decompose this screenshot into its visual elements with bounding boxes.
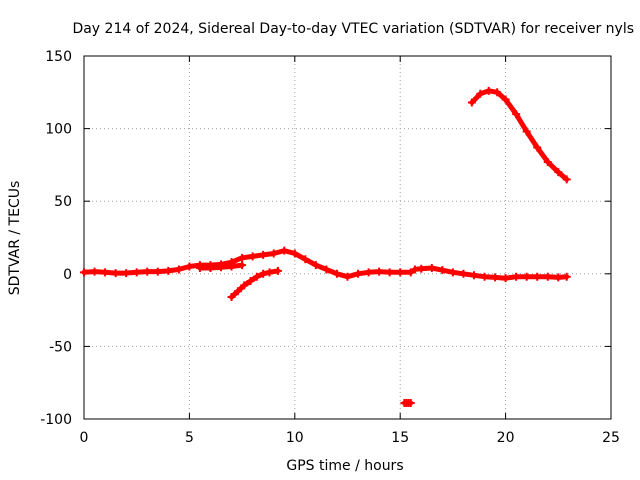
data-point bbox=[406, 268, 415, 277]
data-point bbox=[217, 263, 226, 272]
data-point bbox=[273, 266, 282, 275]
data-point bbox=[195, 263, 204, 272]
data-point bbox=[238, 261, 247, 270]
y-tick-label: 100 bbox=[45, 122, 72, 138]
x-tick-label: 15 bbox=[391, 430, 409, 446]
data-point bbox=[122, 269, 131, 278]
data-point bbox=[396, 268, 405, 277]
series-dip-segment bbox=[195, 261, 247, 272]
series-high-arc bbox=[467, 86, 571, 184]
data-point bbox=[252, 272, 261, 281]
data-point bbox=[480, 272, 489, 281]
chart-title: Day 214 of 2024, Sidereal Day-to-day VTE… bbox=[72, 21, 634, 37]
data-point bbox=[562, 175, 571, 184]
data-point bbox=[385, 268, 394, 277]
plot-frame bbox=[83, 55, 612, 420]
y-tick-label: -50 bbox=[49, 339, 72, 355]
y-tick-label: 50 bbox=[54, 194, 72, 210]
data-point bbox=[265, 268, 274, 277]
data-point bbox=[533, 272, 542, 281]
data-point bbox=[143, 267, 152, 276]
data-point bbox=[206, 263, 215, 272]
data-point bbox=[484, 86, 493, 95]
data-point bbox=[501, 95, 510, 104]
data-point bbox=[417, 264, 426, 273]
data-point bbox=[343, 272, 352, 281]
data-point bbox=[80, 268, 88, 277]
data-point bbox=[101, 268, 110, 277]
data-point bbox=[375, 267, 384, 276]
data-point bbox=[164, 266, 173, 275]
x-tick-label: 5 bbox=[185, 430, 194, 446]
data-point bbox=[512, 110, 521, 119]
x-tick-label: 20 bbox=[497, 430, 515, 446]
data-point bbox=[322, 265, 331, 274]
series-outlier bbox=[400, 399, 415, 408]
data-point bbox=[248, 252, 257, 261]
data-point bbox=[233, 287, 242, 296]
data-point bbox=[459, 269, 468, 278]
data-point bbox=[238, 253, 247, 262]
data-point bbox=[427, 263, 436, 272]
x-tick-label: 10 bbox=[286, 430, 304, 446]
data-point bbox=[240, 281, 249, 290]
data-point bbox=[111, 269, 120, 278]
series-main-track bbox=[80, 246, 571, 283]
x-axis-label: GPS time / hours bbox=[286, 458, 403, 474]
data-point bbox=[469, 271, 478, 280]
data-point bbox=[174, 265, 183, 274]
data-point bbox=[448, 268, 457, 277]
data-point bbox=[476, 89, 485, 98]
data-point bbox=[554, 273, 563, 282]
data-point bbox=[227, 293, 236, 302]
grid bbox=[84, 56, 611, 419]
data-point bbox=[522, 127, 531, 136]
data-point bbox=[246, 277, 255, 286]
data-point bbox=[280, 246, 289, 255]
x-tick-label: 0 bbox=[80, 430, 89, 446]
data-point bbox=[259, 250, 268, 259]
data-point bbox=[364, 268, 373, 277]
data-point bbox=[90, 267, 99, 276]
data-point bbox=[185, 262, 194, 271]
y-tick-label: -100 bbox=[40, 412, 72, 428]
x-tick-label: 25 bbox=[602, 430, 620, 446]
data-point bbox=[533, 143, 542, 152]
data-point bbox=[332, 269, 341, 278]
data-point bbox=[311, 261, 320, 270]
y-axis-label: SDTVAR / TECUs bbox=[7, 181, 23, 296]
data-point bbox=[467, 98, 476, 107]
data-point bbox=[290, 249, 299, 258]
data-point bbox=[132, 268, 141, 277]
y-tick-label: 0 bbox=[63, 267, 72, 283]
data-point bbox=[501, 274, 510, 283]
data-point bbox=[259, 269, 268, 278]
axis-ticks: 0 5 10 15 20 25 -100 -50 0 50 100 150 bbox=[40, 49, 620, 446]
data-point bbox=[543, 272, 552, 281]
data-point bbox=[491, 273, 500, 282]
data-point bbox=[512, 272, 521, 281]
series-line bbox=[469, 88, 570, 182]
data-point bbox=[543, 157, 552, 166]
data-point bbox=[562, 272, 571, 281]
data-point bbox=[269, 249, 278, 258]
data-series bbox=[80, 86, 571, 408]
data-point bbox=[301, 255, 310, 264]
data-point bbox=[406, 399, 415, 408]
data-point bbox=[153, 267, 162, 276]
data-point bbox=[554, 168, 563, 177]
y-tick-label: 150 bbox=[45, 49, 72, 65]
series-lower-branch bbox=[227, 266, 282, 302]
data-point bbox=[227, 262, 236, 271]
data-point bbox=[522, 272, 531, 281]
data-point bbox=[493, 88, 502, 97]
data-point bbox=[438, 266, 447, 275]
data-point bbox=[354, 269, 363, 278]
